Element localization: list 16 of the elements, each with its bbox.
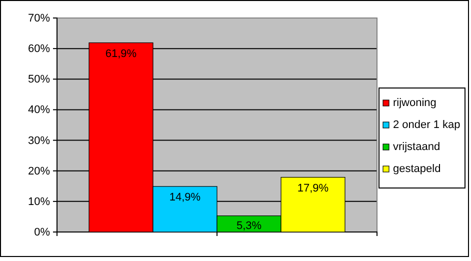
legend-label: 2 onder 1 kap	[393, 119, 460, 131]
y-tick-label: 60%	[28, 43, 50, 56]
y-tick-label: 50%	[28, 74, 50, 86]
data-label: 61,9%	[105, 48, 137, 60]
data-label: 5,3%	[236, 220, 262, 232]
y-tick-label: 0%	[34, 226, 50, 239]
y-tick-label: 70%	[28, 12, 50, 25]
y-tick-label: 10%	[28, 196, 50, 208]
legend-label: rijwoning	[393, 97, 436, 109]
legend-label: gestapeld	[393, 163, 441, 175]
legend-label: vrijstaand	[393, 141, 440, 153]
y-tick-label: 30%	[28, 134, 50, 147]
data-label: 14,9%	[169, 191, 201, 204]
y-tick-label: 20%	[28, 165, 50, 178]
y-tick-label: 40%	[28, 104, 50, 116]
data-label: 17,9%	[297, 182, 329, 194]
